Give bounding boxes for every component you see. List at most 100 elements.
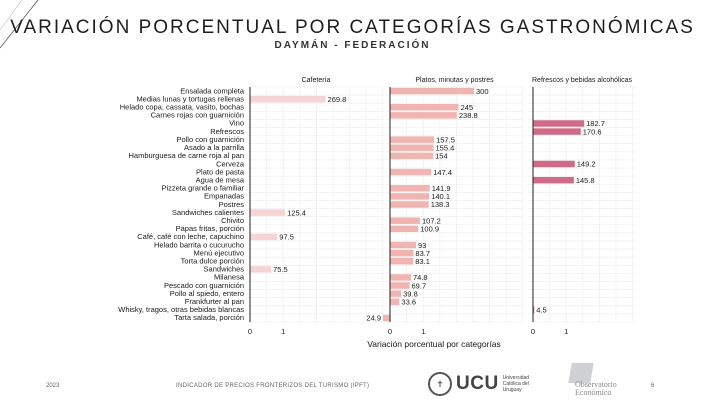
category-label: Hamburguesa de carne roja al pan [129,151,245,160]
bar [390,144,434,152]
bar-value-label: 157.5 [436,135,455,144]
panel-title: Refrescos y bebidas alcohólicas [532,77,632,84]
bar-value-label: 145.8 [576,176,595,185]
bar [250,233,278,241]
bar-value-label: 83.1 [415,257,430,266]
category-label: Whisky, tragos, otras bebidas blancas [118,305,244,314]
category-label: Helado copa, cassata, vasito, bochas [120,103,244,112]
category-label: Ensalada completa [180,86,245,95]
observatorio-logo-text: Observatorio Económico [575,380,617,397]
category-label: Pollo con guarnición [176,135,244,144]
category-label: Torta dulce porción [181,256,244,265]
category-label: Asado a la parrilla [184,143,245,152]
bar [390,257,414,265]
bar [390,290,402,297]
category-label: Vino [229,119,244,128]
category-label: Refrescos [210,127,244,136]
bar [390,282,410,289]
bar-value-label: 97.5 [279,233,294,242]
bar-value-label: 238.8 [459,111,478,120]
bar-value-label: 75.5 [273,265,288,274]
bar [390,201,429,208]
footer-text: INDICADOR DE PRECIOS FRONTERIZOS DEL TUR… [176,383,370,389]
bar [390,193,430,200]
category-label: Postres [219,200,245,209]
ucu-logo: ✝ UCU Universidad Católica del Uruguay [428,370,543,398]
bar-value-label: 125.4 [287,208,306,217]
category-label: Frankfurter al pan [185,297,244,306]
ucu-seal-icon: ✝ [428,372,452,396]
bar [390,298,400,305]
category-label: Tarta salada, porción [174,313,244,322]
category-label: Pizzeta grande o familiar [161,184,244,193]
chart-title: VARIACIÓN PORCENTUAL POR CATEGORÍAS GAST… [10,17,695,38]
bar [390,185,430,192]
category-label: Milanesa [214,273,245,282]
x-axis-label: Variación porcentual por categorías [367,339,501,349]
corner-decoration [0,0,39,49]
bar [390,152,434,160]
category-label: Medias lunas y tortugas rellenas [136,94,244,103]
bar [533,176,574,184]
category-label: Café, café con leche, capuchino [137,232,244,241]
bar [390,241,417,249]
x-tick-label: 0 [531,327,535,336]
category-label: Empanadas [204,192,244,201]
bar-value-label: 107.2 [422,216,441,225]
bar [533,128,581,135]
bar-value-label: 39.8 [403,289,418,298]
bar [390,274,411,281]
ucu-logo-subtitle: Universidad Católica del Uruguay [502,375,530,393]
bar-value-label: 138.3 [431,200,450,209]
bar-value-label: 269.8 [328,95,347,104]
bar [390,104,459,111]
bar-value-label: 170.6 [583,127,602,136]
category-label: Menú ejecutivo [194,248,244,257]
bar-value-label: 182.7 [586,119,605,128]
bar-value-label: 149.2 [577,160,596,169]
bar [390,249,414,257]
bar [390,112,457,119]
category-label: Papas fritas, porción [176,224,244,233]
page-number: 6 [651,383,655,389]
panel-title: Platos, minutas y postres [415,77,494,84]
category-label: Sandwiches [204,265,245,274]
bar-value-label: 69.7 [412,281,427,290]
category-label: Plato de pasta [196,167,245,176]
bar-value-label: 24.9 [366,314,381,323]
ucu-logo-word: UCU [456,373,499,394]
category-label: Chivito [221,216,244,225]
bar-value-label: 4.5 [536,306,546,315]
bar [533,306,535,314]
bar-value-label: 141.9 [432,184,451,193]
category-label: Pollo al spiedo, entero [170,289,244,298]
bar-value-label: 100.9 [420,225,439,234]
x-tick-label: 1 [421,327,425,336]
bar [533,160,575,168]
bar-value-label: 147.4 [433,168,452,177]
footer-year: 2023 [46,383,60,389]
bar-value-label: 33.6 [401,297,416,306]
bar [390,136,435,143]
bar-value-label: 93 [418,241,426,250]
bar [250,266,272,273]
chart-subtitle: DAYMÁN - FEDERACIÓN [274,40,431,51]
bar [390,225,419,233]
bar [390,217,421,224]
bar-value-label: 83.7 [415,249,430,258]
bar [250,209,286,216]
category-label: Agua de mesa [196,175,245,184]
x-tick-label: 1 [281,327,285,336]
bar-value-label: 154 [435,152,448,161]
x-tick-label: 0 [388,327,392,336]
category-label: Pescado con guarnición [164,281,244,290]
bar [250,95,326,103]
bar-value-label: 245 [461,103,474,112]
category-label: Cerveza [216,159,245,168]
bar [390,87,474,95]
bar-value-label: 74.8 [413,273,428,282]
x-tick-label: 1 [564,327,568,336]
category-label: Carnes rojas con guarnición [151,111,244,120]
x-tick-label: 0 [248,327,252,336]
